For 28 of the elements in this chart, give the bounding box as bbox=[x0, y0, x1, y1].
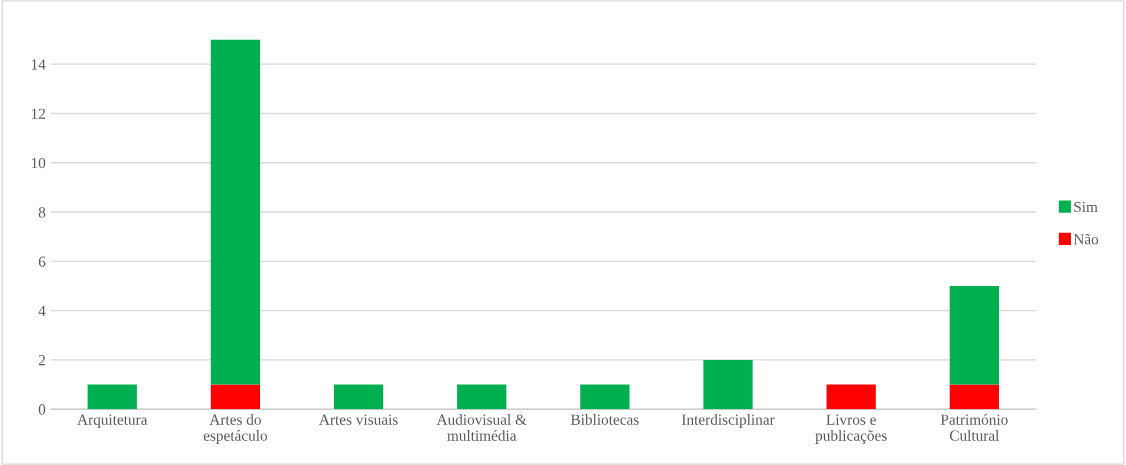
bar bbox=[210, 384, 261, 410]
x-tick-label: Arquitetura bbox=[77, 414, 148, 428]
bar bbox=[210, 39, 261, 385]
y-tick-label: 8 bbox=[38, 207, 46, 218]
x-tick-label: Livros e publicações bbox=[815, 414, 887, 444]
x-tick-label: Interdisciplinar bbox=[681, 414, 775, 428]
x-tick-label: Audiovisual & multimédia bbox=[436, 414, 527, 441]
x-tick-label: Bibliotecas bbox=[570, 414, 639, 425]
legend-label: Não bbox=[1073, 233, 1099, 245]
y-tick-label: 14 bbox=[31, 59, 46, 70]
y-tick-label: 10 bbox=[31, 157, 46, 169]
y-tick-label: 4 bbox=[38, 305, 46, 316]
bar bbox=[580, 384, 630, 410]
y-tick-label: 2 bbox=[38, 355, 45, 366]
bar bbox=[457, 384, 507, 410]
x-tick-label: Artes do espetáculo bbox=[203, 414, 268, 444]
bar bbox=[826, 384, 876, 410]
bar bbox=[703, 359, 753, 410]
y-tick-label: 0 bbox=[38, 404, 46, 415]
legend-label: Sim bbox=[1074, 201, 1098, 213]
bar bbox=[87, 384, 137, 410]
bar bbox=[333, 384, 384, 410]
x-tick-label: Artes visuais bbox=[319, 414, 398, 425]
bar bbox=[949, 285, 999, 385]
x-tick-label: Património Cultural bbox=[940, 414, 1008, 441]
y-tick-label: 12 bbox=[31, 108, 45, 119]
bar bbox=[949, 384, 999, 410]
y-tick-label: 6 bbox=[38, 256, 46, 267]
